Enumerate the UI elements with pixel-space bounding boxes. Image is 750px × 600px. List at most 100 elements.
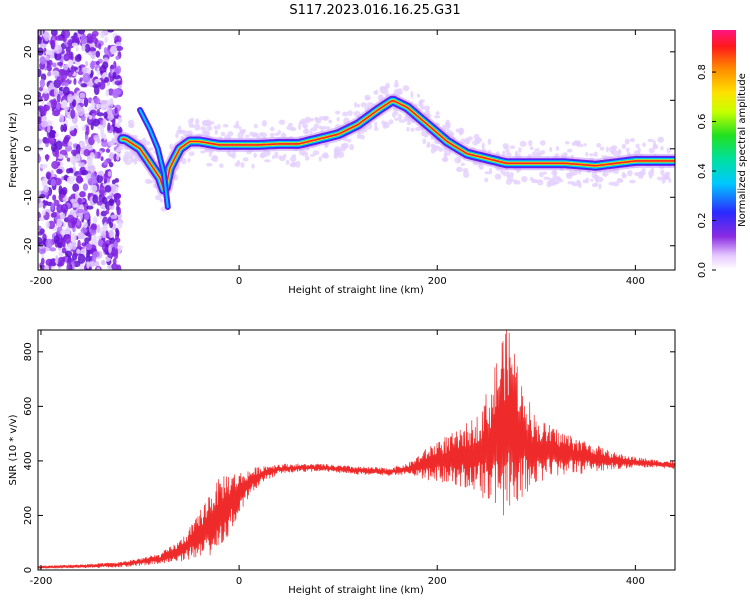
spectrogram-halo-dot [484, 177, 489, 183]
spectrogram-halo-dot [283, 153, 287, 158]
colorbar-tick-label: 0.2 [697, 213, 708, 229]
spectrogram-halo-dot [116, 154, 120, 161]
spectrogram-noise-blob [110, 45, 118, 55]
spectrogram-noise-blob [93, 97, 101, 105]
spectrogram-halo-dot [315, 117, 322, 124]
spectrogram-noise-blob [67, 71, 73, 78]
spectrogram-halo-dot [373, 126, 379, 132]
spectrogram-noise-blob [95, 60, 100, 66]
spectrogram-x-tick-label: 0 [236, 276, 242, 287]
spectrogram-halo-dot [304, 155, 310, 161]
spectrogram-noise-blob [107, 106, 112, 116]
spectrogram-halo-dot [245, 134, 250, 138]
spectrogram-noise-blob [75, 175, 83, 184]
spectrogram-halo-dot [513, 179, 518, 185]
spectrogram-halo-dot [660, 146, 664, 151]
spectrogram-noise-blob [39, 43, 47, 48]
spectrogram-halo-dot [398, 113, 402, 120]
spectrogram-noise-blob [118, 84, 122, 90]
spectrogram-halo-dot [253, 123, 258, 129]
spectrogram-halo-dot [419, 99, 426, 103]
spectrogram-noise-blob [81, 125, 86, 132]
spectrogram-halo-dot [509, 177, 514, 183]
spectrogram-halo-dot [354, 101, 358, 108]
spectrogram-noise-blob [55, 255, 59, 265]
spectrogram-noise-blob [38, 236, 43, 246]
spectrogram-noise-blob [56, 218, 63, 228]
spectrogram-halo-dot [288, 122, 293, 127]
spectrogram-halo-dot [434, 115, 441, 119]
spectrogram-noise-blob [42, 88, 49, 94]
spectrogram-noise-blob [114, 107, 118, 114]
spectrogram-noise-blob [92, 194, 99, 204]
spectrogram-x-tick-label: 400 [626, 276, 645, 287]
snr-y-axis-label: SNR (10 * v/v) [8, 414, 19, 485]
snr-panel: -200 0 200 400 0 200 400 600 800 Height of strai… [8, 329, 676, 596]
spectrogram-noise-blob [110, 185, 116, 193]
snr-x-tick-label: 0 [236, 576, 242, 587]
spectrogram-y-tick-label: -20 [23, 238, 34, 254]
spectrogram-noise-blob [100, 210, 108, 217]
spectrogram-halo-dot [253, 132, 258, 136]
spectrogram-noise-blob [104, 76, 110, 83]
spectrogram-halo-dot [462, 167, 469, 174]
spectrogram-halo-dot [264, 159, 271, 163]
spectrogram-noise-blob [56, 168, 63, 175]
spectrogram-halo-dot [610, 145, 618, 150]
spectrogram-noise-blob [85, 243, 93, 251]
spectrogram-halo-dot [364, 94, 371, 101]
spectrogram-noise-blob [56, 103, 61, 110]
spectrogram-halo-dot [459, 131, 463, 136]
spectrogram-noise-blob [43, 31, 50, 42]
spectrogram-halo-dot [494, 173, 502, 180]
spectrogram-halo-dot [271, 155, 275, 160]
spectrogram-halo-dot [278, 155, 282, 160]
spectrogram-noise-blob [97, 239, 104, 247]
spectrogram-noise-blob [66, 157, 71, 162]
colorbar-tick-label: 0.0 [697, 262, 708, 278]
spectrogram-halo-dot [555, 145, 560, 152]
spectrogram-noise-blob [45, 154, 49, 162]
spectrogram-noise-blob [71, 240, 77, 251]
spectrogram-halo-dot [318, 156, 322, 162]
snr-y-tick-label: 200 [23, 506, 34, 525]
spectrogram-noise-blob [105, 89, 110, 97]
spectrogram-noise-blob [70, 108, 76, 119]
spectrogram-halo-dot [322, 116, 329, 121]
spectrogram-noise-blob [108, 230, 114, 238]
spectrogram-halo-dot [608, 181, 616, 186]
spectrogram-noise-blob [47, 59, 53, 67]
spectrogram-noise-blob [49, 247, 57, 252]
spectrogram-noise-blob [51, 160, 60, 170]
spectrogram-halo-dot [600, 146, 605, 151]
spectrogram-halo-dot [434, 145, 441, 150]
spectrogram-halo-dot [336, 116, 340, 122]
spectrogram-halo-dot [234, 162, 240, 167]
spectrogram-halo-dot [298, 123, 302, 131]
spectrogram-halo-dot [598, 183, 602, 190]
spectrogram-halo-dot [258, 132, 265, 137]
spectrogram-noise-blob [53, 235, 60, 244]
snr-y-tick-label: 400 [23, 451, 34, 470]
spectrogram-noise-blob [63, 136, 70, 142]
spectrogram-noise-blob [39, 78, 45, 89]
spectrogram-noise-blob [72, 202, 78, 208]
spectrogram-halo-dot [531, 151, 539, 157]
spectrogram-halo-dot [304, 128, 309, 134]
spectrogram-noise-blob [102, 61, 109, 70]
spectrogram-halo-dot [148, 147, 154, 151]
spectrogram-halo-dot [612, 150, 618, 157]
spectrogram-noise-blob [96, 112, 105, 117]
spectrogram-halo-dot [566, 148, 573, 153]
spectrogram-noise-blob [62, 37, 67, 42]
spectrogram-noise-blob [101, 141, 108, 148]
spectrogram-branch-band [139, 109, 169, 208]
spectrogram-halo-dot [467, 136, 474, 141]
spectrogram-noise-blob [97, 124, 105, 130]
spectrogram-halo-dot [308, 117, 315, 122]
spectrogram-noise-blob [81, 44, 86, 52]
spectrogram-halo-dot [289, 126, 297, 132]
spectrogram-noise-blob [55, 148, 60, 159]
spectrogram-noise-blob [47, 71, 52, 77]
